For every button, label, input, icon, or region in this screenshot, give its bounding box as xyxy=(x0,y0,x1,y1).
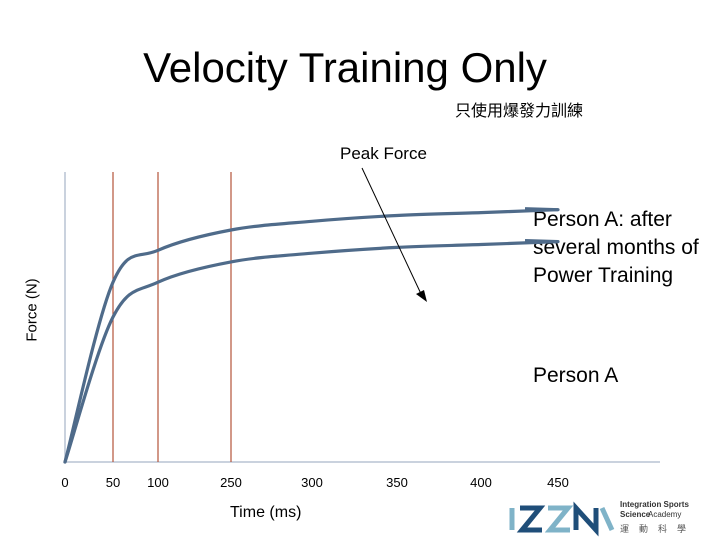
slide-title: Velocity Training Only xyxy=(143,44,547,91)
x-tick-label: 50 xyxy=(106,475,120,490)
series-line-2 xyxy=(63,240,560,464)
x-tick-label: 100 xyxy=(147,475,169,490)
series-tail-1 xyxy=(524,207,559,212)
series-line-1 xyxy=(63,208,560,464)
x-tick-label: 300 xyxy=(301,475,323,490)
x-tick-label: 400 xyxy=(470,475,492,490)
peak-force-label: Peak Force xyxy=(340,144,427,163)
x-tick-label: 250 xyxy=(220,475,242,490)
logo-mark xyxy=(509,501,615,537)
series-tail-2 xyxy=(524,239,559,244)
academy-logo xyxy=(509,501,615,537)
person-a-label: Person A xyxy=(533,364,619,387)
peak-force-arrowhead xyxy=(416,290,427,302)
peak-force-arrow xyxy=(361,167,423,297)
logo-text-line2: Academy xyxy=(648,510,682,519)
x-tick-label: 0 xyxy=(61,475,68,490)
person-a-after-label: Person A: after several months of Power … xyxy=(533,208,699,287)
x-axis-label: Time (ms) xyxy=(230,504,302,521)
logo-text-line1: Integration Sports Science xyxy=(620,500,689,519)
logo-text-cn: 運動科學 xyxy=(620,525,697,535)
x-tick-label: 350 xyxy=(386,475,408,490)
slide-subtitle: 只使用爆發力訓練 xyxy=(455,101,584,120)
x-tick-label: 450 xyxy=(547,475,569,490)
